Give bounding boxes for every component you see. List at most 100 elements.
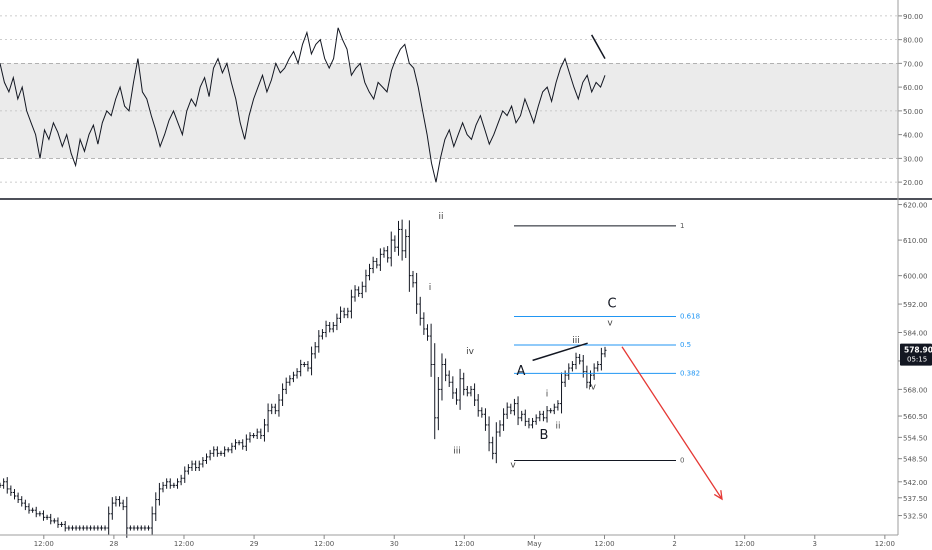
ohlc-bar xyxy=(241,439,245,450)
ohlc-bar xyxy=(483,408,487,431)
ohlc-bar xyxy=(208,449,212,461)
ohlc-bar xyxy=(570,361,574,372)
ohlc-bar xyxy=(81,525,85,531)
time-tick-label: 3 xyxy=(813,540,817,548)
time-tick-label: 12:00 xyxy=(875,540,895,548)
ohlc-bar xyxy=(491,436,495,460)
ohlc-bar xyxy=(433,343,437,440)
ohlc-bar xyxy=(306,361,310,372)
ohlc-bar xyxy=(494,422,498,464)
ohlc-bar xyxy=(248,432,252,443)
ohlc-bar xyxy=(226,447,230,453)
ohlc-bar xyxy=(599,347,603,371)
osc-tick-label: 80.00 xyxy=(903,37,923,45)
ohlc-bar xyxy=(462,372,466,396)
ohlc-bar xyxy=(567,363,571,380)
price-tick-label: 610.00 xyxy=(903,237,928,245)
price-tick-label: 542.00 xyxy=(903,479,928,487)
fib-level-label: 1 xyxy=(680,222,684,230)
ohlc-bar xyxy=(549,408,553,414)
time-tick-label: 12:00 xyxy=(314,540,334,548)
ohlc-bar xyxy=(447,370,451,387)
wave-label-minor: v xyxy=(510,461,516,471)
wave-label-minor: iv xyxy=(466,347,475,357)
ohlc-bar xyxy=(255,428,259,439)
ohlc-bar xyxy=(596,361,600,372)
price-tick-label: 537.50 xyxy=(903,495,928,503)
ohlc-bar xyxy=(147,525,151,531)
wave-label-minor: iii xyxy=(453,446,461,456)
ohlc-bar xyxy=(56,517,60,528)
ohlc-bar xyxy=(320,329,324,340)
ohlc-bar xyxy=(418,296,422,326)
ohlc-bar xyxy=(121,499,125,511)
time-tick-label: 12:00 xyxy=(594,540,614,548)
ohlc-bar xyxy=(371,256,375,274)
ohlc-bar xyxy=(451,376,455,399)
ohlc-bar xyxy=(99,525,103,531)
ohlc-bar xyxy=(67,525,71,531)
ohlc-bar xyxy=(262,418,266,442)
ohlc-bar xyxy=(397,220,401,256)
ohlc-bar xyxy=(38,511,42,517)
ohlc-bar xyxy=(273,403,277,415)
ohlc-bar xyxy=(516,396,520,426)
ohlc-bar xyxy=(179,474,183,486)
ohlc-bar xyxy=(49,513,53,525)
time-tick-label: 12:00 xyxy=(174,540,194,548)
ohlc-bar xyxy=(183,466,187,483)
ohlc-bar xyxy=(520,410,524,422)
ohlc-bar xyxy=(415,272,419,314)
oscillator-panel: 90.00 80.00 70.00 60.00 50.00 40.00 30.00 20.00 xyxy=(0,13,923,187)
ohlc-bar xyxy=(476,394,480,417)
ohlc-bar xyxy=(284,377,288,395)
time-tick-label: 28 xyxy=(109,540,118,548)
ohlc-bar xyxy=(592,363,596,380)
ohlc-bar xyxy=(342,307,346,319)
ohlc-bar xyxy=(541,410,545,422)
fib-level-label: 0.618 xyxy=(680,313,700,321)
ohlc-bar xyxy=(581,354,585,378)
price-tick-label: 532.50 xyxy=(903,513,928,521)
wedge-trend-line xyxy=(532,342,588,362)
projection-arrow xyxy=(621,346,723,501)
ohlc-bar xyxy=(230,442,234,454)
ohlc-bar xyxy=(2,478,6,489)
price-tick-label: 600.00 xyxy=(903,273,928,281)
ohlc-bar xyxy=(378,248,382,271)
ohlc-bar xyxy=(31,507,35,513)
ohlc-bar xyxy=(556,400,560,411)
price-tick-label: 592.00 xyxy=(903,301,928,309)
ohlc-bar xyxy=(110,497,114,520)
ohlc-bar xyxy=(143,525,147,531)
price-tick-label: 568.00 xyxy=(903,386,928,394)
ohlc-bar xyxy=(125,496,129,538)
ohlc-bar xyxy=(404,229,408,259)
ohlc-bar xyxy=(233,439,237,450)
price-axis: 620.00610.00600.00592.00584.00576.00568.… xyxy=(897,0,932,535)
ohlc-bar xyxy=(259,428,263,439)
ohlc-bar xyxy=(201,457,205,468)
osc-tick-label: 40.00 xyxy=(903,132,923,140)
ohlc-bar xyxy=(531,417,535,429)
ohlc-bar xyxy=(527,417,531,429)
ohlc-bar xyxy=(328,321,332,333)
ohlc-bar xyxy=(422,312,426,335)
osc-tick-label: 60.00 xyxy=(903,84,923,92)
ohlc-bar xyxy=(393,235,397,252)
ohlc-bar xyxy=(295,368,299,379)
ohlc-bar xyxy=(190,460,194,471)
ohlc-bar xyxy=(27,503,31,514)
ohlc-bar xyxy=(473,383,477,407)
ohlc-bar xyxy=(20,496,24,507)
osc-tick-label: 50.00 xyxy=(903,108,923,116)
oscillator-line xyxy=(0,27,606,183)
ohlc-bar xyxy=(266,403,270,433)
ohlc-bar xyxy=(509,403,513,415)
osc-tick-label: 30.00 xyxy=(903,155,923,163)
ohlc-bar xyxy=(237,440,241,446)
ohlc-bar xyxy=(197,460,201,471)
ohlc-bar xyxy=(502,408,506,431)
time-tick-label: May xyxy=(527,540,541,548)
